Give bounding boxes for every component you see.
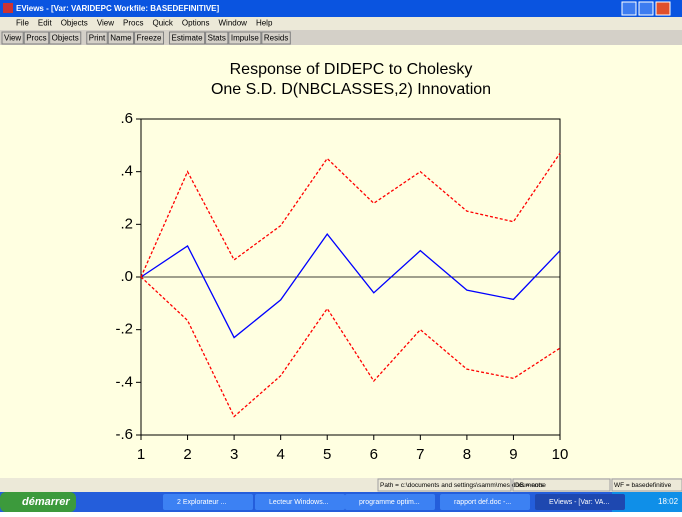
menu-item[interactable]: Procs xyxy=(123,19,143,28)
x-tick-label: 5 xyxy=(323,446,331,463)
status-text: Path = c:\documents and settings\samm\me… xyxy=(380,482,544,489)
series-line xyxy=(140,276,561,418)
toolbar-button-label[interactable]: Stats xyxy=(208,34,226,43)
series-line xyxy=(140,152,561,278)
toolbar-button-label[interactable]: Estimate xyxy=(171,34,203,43)
toolbar-button[interactable] xyxy=(1,31,24,45)
x-tick-label: 8 xyxy=(463,446,471,463)
menu-item[interactable]: Options xyxy=(182,19,210,28)
chart-title: Response of DIDEPC to Cholesky xyxy=(230,61,473,78)
close-button[interactable] xyxy=(655,1,671,16)
status-panel xyxy=(512,478,611,492)
task-button[interactable] xyxy=(255,494,345,510)
toolbar-button[interactable] xyxy=(228,31,262,45)
task-label[interactable]: 2 Explorateur ... xyxy=(177,499,226,506)
clock: 18:02 xyxy=(658,497,679,506)
title-bar xyxy=(0,0,682,17)
x-tick-label: 9 xyxy=(509,446,517,463)
task-button[interactable] xyxy=(163,494,253,510)
toolbar-button[interactable] xyxy=(49,31,82,45)
series-line xyxy=(140,232,561,339)
y-tick-label: .4 xyxy=(120,163,133,180)
toolbar-button[interactable] xyxy=(168,31,206,45)
toolbar-button[interactable] xyxy=(205,31,229,45)
task-button[interactable] xyxy=(535,494,625,510)
menu-item[interactable]: Window xyxy=(219,19,248,28)
graph-area xyxy=(0,45,682,478)
toolbar-button[interactable] xyxy=(134,31,164,45)
x-tick-label: 6 xyxy=(370,446,378,463)
toolbar-button[interactable] xyxy=(23,31,50,45)
chart-subtitle: One S.D. D(NBCLASSES,2) Innovation xyxy=(211,81,491,98)
app-icon xyxy=(3,3,13,13)
status-bar xyxy=(0,478,682,492)
toolbar-button-label[interactable]: Resids xyxy=(264,34,288,43)
x-tick-label: 10 xyxy=(552,446,569,463)
y-tick-label: .0 xyxy=(120,268,133,285)
menu-bar xyxy=(0,17,682,30)
toolbar-button-label[interactable]: View xyxy=(4,34,21,43)
menu-item[interactable]: File xyxy=(16,19,29,28)
x-tick-label: 1 xyxy=(137,446,145,463)
toolbar-button-label[interactable]: Print xyxy=(89,34,106,43)
minimize-button[interactable] xyxy=(621,1,637,16)
window-title: EViews - [Var: VARIDEPC Workfile: BASEDE… xyxy=(16,4,219,13)
menu-item[interactable]: Objects xyxy=(61,19,88,28)
start-label[interactable]: démarrer xyxy=(22,496,70,508)
y-tick-label: -.6 xyxy=(115,426,133,443)
status-text: WF = basedefinitive xyxy=(614,482,672,489)
status-panel xyxy=(377,478,512,492)
toolbar-button-label[interactable]: Procs xyxy=(26,34,46,43)
maximize-button[interactable] xyxy=(638,1,654,16)
x-tick-label: 4 xyxy=(276,446,284,463)
x-tick-label: 3 xyxy=(230,446,238,463)
toolbar-button-label[interactable]: Name xyxy=(110,34,132,43)
menu-item[interactable]: Quick xyxy=(152,19,173,28)
toolbar-button-label[interactable]: Objects xyxy=(52,34,79,43)
toolbar-button-label[interactable]: Impulse xyxy=(231,34,260,43)
y-tick-label: .6 xyxy=(120,110,133,127)
task-label[interactable]: EViews - [Var: VA... xyxy=(549,499,609,506)
start-button[interactable] xyxy=(0,492,76,512)
menu-item[interactable]: View xyxy=(97,19,114,28)
y-tick-label: -.2 xyxy=(115,321,133,338)
toolbar-button-label[interactable]: Freeze xyxy=(137,34,162,43)
toolbar-button[interactable] xyxy=(261,31,291,45)
y-tick-label: .2 xyxy=(120,215,133,232)
task-button[interactable] xyxy=(345,494,435,510)
x-tick-label: 2 xyxy=(183,446,191,463)
toolbar xyxy=(0,31,682,45)
task-label[interactable]: programme optim... xyxy=(359,499,420,506)
x-tick-label: 7 xyxy=(416,446,424,463)
menu-item[interactable]: Edit xyxy=(38,19,53,28)
status-text: DB = none xyxy=(515,482,546,489)
tray xyxy=(612,492,682,512)
menu-item[interactable]: Help xyxy=(256,19,273,28)
task-label[interactable]: rapport def.doc -... xyxy=(454,499,511,506)
task-button[interactable] xyxy=(440,494,530,510)
toolbar-button[interactable] xyxy=(86,31,108,45)
y-tick-label: -.4 xyxy=(115,373,133,390)
status-panel xyxy=(611,478,682,492)
task-label[interactable]: Lecteur Windows... xyxy=(269,499,329,506)
toolbar-button[interactable] xyxy=(107,31,135,45)
